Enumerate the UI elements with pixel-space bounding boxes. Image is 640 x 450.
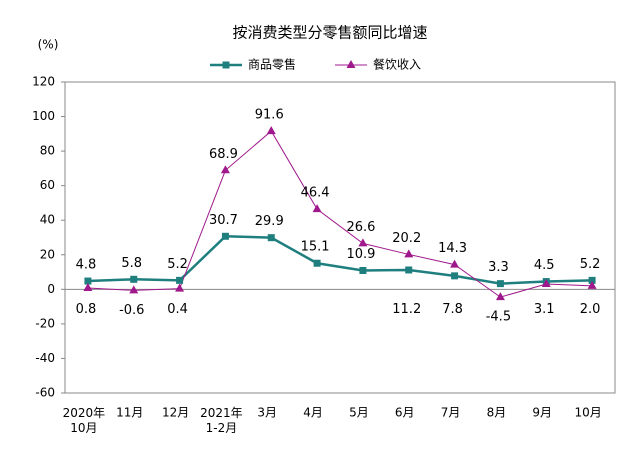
- point: [313, 259, 321, 267]
- point: [495, 292, 505, 301]
- x-tick-label: 2020年 10月: [63, 406, 106, 435]
- x-tick-label: 7月: [441, 406, 461, 420]
- y-tick-label: 80: [40, 144, 55, 158]
- data-label: 20.2: [392, 231, 421, 246]
- x-tick-label: 5月: [349, 406, 369, 420]
- data-label: 5.8: [121, 256, 142, 271]
- legend-marker: [346, 60, 356, 68]
- data-label: 14.3: [438, 241, 467, 256]
- data-label: 11.2: [392, 302, 421, 317]
- data-label: 2.0: [580, 302, 601, 317]
- data-label: 5.2: [580, 257, 601, 272]
- point: [220, 165, 230, 174]
- data-label: 29.9: [255, 214, 284, 229]
- y-tick-label: 120: [32, 75, 55, 89]
- data-label: 0.8: [76, 302, 97, 317]
- y-tick-label: 20: [40, 247, 55, 261]
- series-line: [87, 235, 593, 285]
- y-tick-label: 0: [47, 282, 55, 296]
- x-tick-label: 4月: [303, 406, 323, 420]
- x-tick-label: 9月: [532, 406, 552, 420]
- x-tick-label: 6月: [395, 406, 415, 420]
- data-label: 91.6: [255, 108, 284, 123]
- point: [588, 276, 596, 284]
- data-label: 7.8: [442, 302, 463, 317]
- point: [266, 126, 276, 135]
- point: [587, 280, 597, 289]
- y-tick-label: -60: [35, 386, 55, 400]
- point: [312, 204, 322, 213]
- data-label: 5.2: [167, 257, 188, 272]
- point: [83, 282, 93, 291]
- point: [175, 283, 185, 292]
- x-tick-label: 2021年 1-2月: [200, 406, 243, 435]
- data-label: 3.1: [534, 302, 555, 317]
- point: [130, 275, 138, 283]
- x-tick-label: 8月: [487, 406, 507, 420]
- point: [496, 280, 504, 288]
- data-label: 30.7: [209, 213, 238, 228]
- point: [541, 278, 551, 287]
- data-label: 46.4: [301, 186, 330, 201]
- data-label: 4.5: [534, 258, 555, 273]
- series-line: [87, 130, 593, 298]
- data-label: 15.1: [301, 240, 330, 255]
- data-label: 0.4: [167, 302, 188, 317]
- legend-marker: [222, 61, 230, 69]
- x-tick-label: 11月: [116, 406, 143, 420]
- x-tick-label: 10月: [574, 406, 601, 420]
- point: [450, 259, 460, 268]
- legend-label: 商品零售: [248, 57, 296, 72]
- data-label: 10.9: [346, 247, 375, 262]
- data-label: 68.9: [209, 147, 238, 162]
- point: [129, 285, 139, 294]
- y-tick-label: -20: [35, 316, 55, 330]
- point: [405, 266, 413, 274]
- point: [267, 234, 275, 242]
- data-label: 26.6: [346, 220, 375, 235]
- legend-label: 餐饮收入: [373, 57, 421, 72]
- y-unit: (%): [38, 38, 59, 52]
- data-label: 3.3: [488, 260, 509, 275]
- chart-title: 按消费类型分零售额同比增速: [232, 24, 427, 42]
- point: [404, 249, 414, 258]
- point: [176, 276, 184, 284]
- y-tick-label: -40: [35, 351, 55, 365]
- data-label: -0.6: [119, 303, 144, 318]
- point: [451, 272, 459, 280]
- plot-frame: [64, 81, 616, 394]
- y-tick-label: 60: [40, 178, 55, 192]
- y-tick-label: 40: [40, 213, 55, 227]
- data-label: 4.8: [76, 258, 97, 273]
- y-tick-label: 100: [32, 109, 55, 123]
- data-label: -4.5: [486, 310, 511, 325]
- x-tick-label: 3月: [257, 406, 277, 420]
- point: [359, 267, 367, 275]
- x-tick-label: 12月: [162, 406, 189, 420]
- point: [221, 232, 229, 240]
- point: [358, 238, 368, 247]
- point: [84, 277, 92, 285]
